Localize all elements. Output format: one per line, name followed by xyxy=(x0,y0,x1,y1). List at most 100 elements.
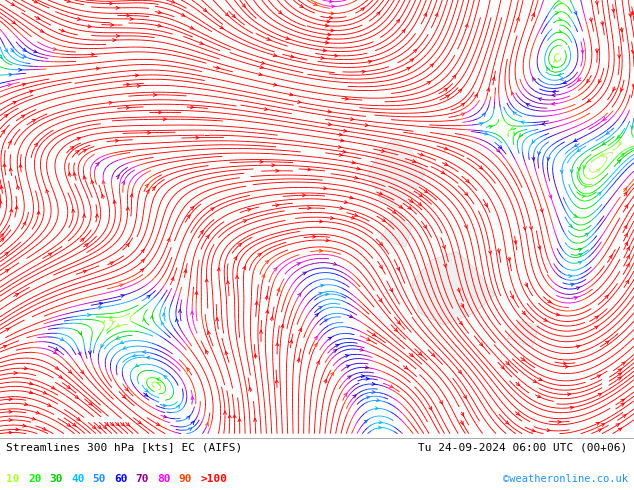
FancyArrowPatch shape xyxy=(560,170,563,173)
FancyArrowPatch shape xyxy=(48,404,51,406)
FancyArrowPatch shape xyxy=(510,295,514,298)
Text: 80: 80 xyxy=(157,474,171,484)
FancyArrowPatch shape xyxy=(75,395,78,398)
FancyArrowPatch shape xyxy=(259,73,262,76)
FancyArrowPatch shape xyxy=(498,146,501,149)
FancyArrowPatch shape xyxy=(419,194,422,196)
FancyArrowPatch shape xyxy=(224,411,226,415)
FancyArrowPatch shape xyxy=(390,288,392,292)
FancyArrowPatch shape xyxy=(444,147,448,150)
FancyArrowPatch shape xyxy=(14,371,17,374)
FancyArrowPatch shape xyxy=(547,68,550,71)
FancyArrowPatch shape xyxy=(83,176,86,179)
FancyArrowPatch shape xyxy=(418,352,422,355)
FancyArrowPatch shape xyxy=(420,153,424,156)
FancyArrowPatch shape xyxy=(624,225,627,229)
FancyArrowPatch shape xyxy=(9,431,12,434)
FancyArrowPatch shape xyxy=(523,227,526,230)
FancyArrowPatch shape xyxy=(597,375,600,378)
FancyArrowPatch shape xyxy=(574,214,577,217)
FancyArrowPatch shape xyxy=(624,192,627,196)
FancyArrowPatch shape xyxy=(601,424,604,426)
FancyArrowPatch shape xyxy=(146,190,149,194)
FancyArrowPatch shape xyxy=(522,358,525,361)
FancyArrowPatch shape xyxy=(207,331,210,335)
FancyArrowPatch shape xyxy=(479,166,482,169)
FancyArrowPatch shape xyxy=(459,321,462,325)
FancyArrowPatch shape xyxy=(286,37,289,40)
FancyArrowPatch shape xyxy=(81,370,84,374)
FancyArrowPatch shape xyxy=(429,407,432,410)
FancyArrowPatch shape xyxy=(410,199,413,202)
FancyArrowPatch shape xyxy=(191,396,194,400)
FancyArrowPatch shape xyxy=(560,77,563,80)
FancyArrowPatch shape xyxy=(205,279,208,282)
FancyArrowPatch shape xyxy=(558,18,562,21)
FancyArrowPatch shape xyxy=(120,341,124,343)
FancyArrowPatch shape xyxy=(427,81,430,84)
FancyArrowPatch shape xyxy=(152,187,155,190)
FancyArrowPatch shape xyxy=(226,281,230,284)
FancyArrowPatch shape xyxy=(275,380,278,383)
FancyArrowPatch shape xyxy=(141,259,145,263)
FancyArrowPatch shape xyxy=(254,354,257,357)
FancyArrowPatch shape xyxy=(624,234,627,237)
FancyArrowPatch shape xyxy=(441,171,444,174)
FancyArrowPatch shape xyxy=(631,11,634,15)
FancyArrowPatch shape xyxy=(621,399,624,402)
FancyArrowPatch shape xyxy=(522,311,526,315)
FancyArrowPatch shape xyxy=(424,13,427,17)
FancyArrowPatch shape xyxy=(196,136,199,139)
FancyArrowPatch shape xyxy=(399,205,403,208)
FancyArrowPatch shape xyxy=(243,267,245,270)
FancyArrowPatch shape xyxy=(520,134,522,137)
FancyArrowPatch shape xyxy=(404,366,408,369)
FancyArrowPatch shape xyxy=(552,66,555,69)
FancyArrowPatch shape xyxy=(77,417,80,420)
FancyArrowPatch shape xyxy=(424,190,427,193)
FancyArrowPatch shape xyxy=(571,283,574,286)
FancyArrowPatch shape xyxy=(366,377,369,380)
FancyArrowPatch shape xyxy=(595,316,598,319)
FancyArrowPatch shape xyxy=(621,362,625,365)
FancyArrowPatch shape xyxy=(164,376,167,379)
FancyArrowPatch shape xyxy=(320,249,323,252)
FancyArrowPatch shape xyxy=(618,373,621,376)
FancyArrowPatch shape xyxy=(11,2,15,5)
FancyArrowPatch shape xyxy=(122,395,126,398)
FancyArrowPatch shape xyxy=(188,428,192,431)
FancyArrowPatch shape xyxy=(153,94,157,97)
FancyArrowPatch shape xyxy=(458,370,462,373)
FancyArrowPatch shape xyxy=(265,296,268,299)
FancyArrowPatch shape xyxy=(110,316,113,319)
FancyArrowPatch shape xyxy=(24,403,28,406)
FancyArrowPatch shape xyxy=(319,307,322,309)
FancyArrowPatch shape xyxy=(145,393,148,396)
FancyArrowPatch shape xyxy=(583,165,586,169)
FancyArrowPatch shape xyxy=(138,420,141,424)
FancyArrowPatch shape xyxy=(596,422,599,425)
FancyArrowPatch shape xyxy=(15,206,18,209)
FancyArrowPatch shape xyxy=(382,219,385,221)
FancyArrowPatch shape xyxy=(482,113,485,117)
FancyArrowPatch shape xyxy=(53,351,56,354)
FancyArrowPatch shape xyxy=(623,415,626,417)
FancyArrowPatch shape xyxy=(496,149,500,152)
FancyArrowPatch shape xyxy=(489,251,491,254)
FancyArrowPatch shape xyxy=(100,302,103,305)
FancyArrowPatch shape xyxy=(238,418,241,421)
FancyArrowPatch shape xyxy=(133,354,136,357)
FancyArrowPatch shape xyxy=(16,186,20,189)
FancyArrowPatch shape xyxy=(578,254,582,256)
FancyArrowPatch shape xyxy=(484,132,488,135)
FancyArrowPatch shape xyxy=(547,429,550,432)
FancyArrowPatch shape xyxy=(113,39,116,42)
FancyArrowPatch shape xyxy=(13,101,16,104)
FancyArrowPatch shape xyxy=(273,83,276,86)
FancyArrowPatch shape xyxy=(521,121,524,124)
FancyArrowPatch shape xyxy=(542,122,545,125)
FancyArrowPatch shape xyxy=(23,424,26,427)
FancyArrowPatch shape xyxy=(181,13,184,16)
FancyArrowPatch shape xyxy=(79,331,81,335)
FancyArrowPatch shape xyxy=(570,170,573,172)
